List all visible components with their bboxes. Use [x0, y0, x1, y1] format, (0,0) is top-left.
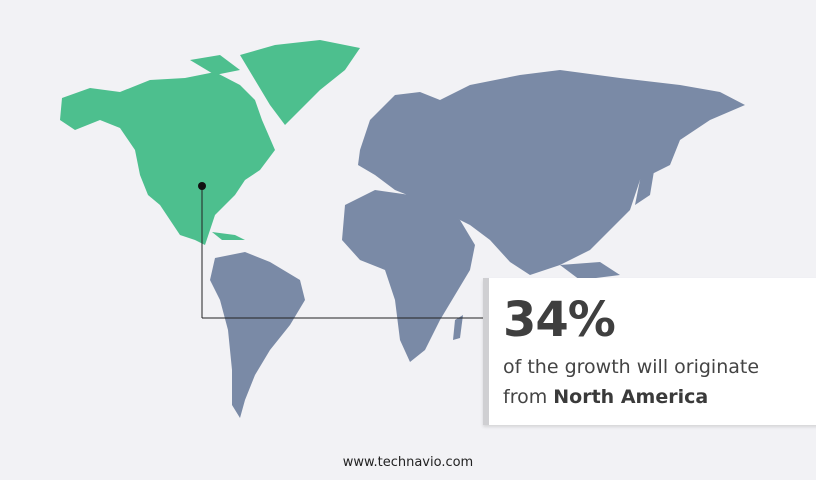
stat-callout: 34% of the growth will originate from No… — [483, 278, 816, 425]
southeast-asia-islands — [560, 262, 620, 280]
region-name: North America — [553, 386, 709, 408]
greenland — [240, 40, 360, 125]
growth-percentage: 34% — [503, 292, 616, 348]
madagascar — [453, 315, 463, 340]
japan — [635, 165, 655, 205]
uk — [380, 105, 392, 128]
south-america — [210, 252, 305, 418]
callout-prefix: from — [503, 386, 548, 408]
caribbean — [212, 232, 245, 240]
north-america — [60, 72, 275, 245]
arctic-islands — [190, 55, 240, 75]
africa — [342, 190, 475, 362]
callout-text-line2: from North America — [503, 386, 708, 408]
europe-asia — [358, 70, 745, 275]
footer-url: www.technavio.com — [342, 455, 474, 470]
location-pin-dot — [198, 182, 206, 190]
north-america-region — [60, 40, 360, 245]
callout-text-line1: of the growth will originate — [503, 356, 760, 378]
rest-of-world — [210, 70, 745, 418]
